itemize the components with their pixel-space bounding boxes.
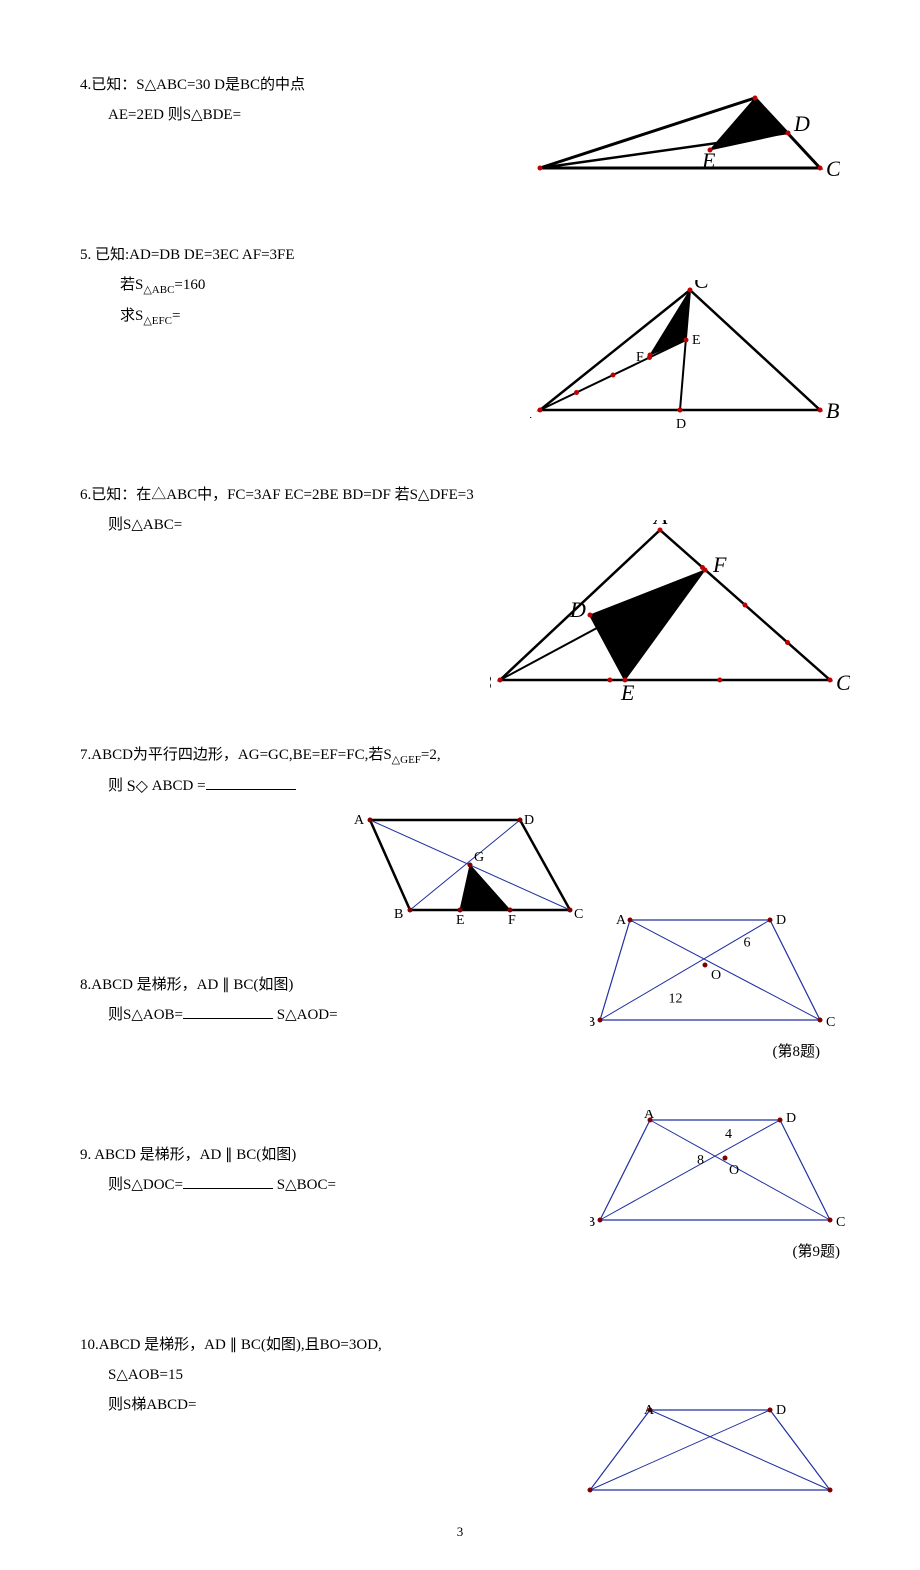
parallelogram-icon: S◇	[127, 771, 148, 803]
page-number: 3	[457, 1524, 464, 1540]
p7-l1c: =2,	[421, 747, 441, 763]
p5-l1: 已知:AD=DB DE=3EC AF=3FE	[95, 247, 295, 263]
svg-text:A: A	[616, 913, 627, 928]
p5-l2a: 若S	[120, 277, 143, 293]
figure-8: A D B C O 6 12	[590, 910, 850, 1040]
blank-7	[206, 774, 296, 790]
svg-text:8: 8	[697, 1153, 704, 1168]
p9-l1: ABCD 是梯形，AD ∥ BC(如图)	[94, 1147, 296, 1163]
blank-9a	[183, 1173, 273, 1189]
p5-l3c: =	[172, 308, 180, 324]
figure-5: A B C D E F	[530, 280, 840, 430]
svg-text:A: A	[530, 398, 532, 423]
p4-l2: AE=2ED 则S△BDE=	[80, 107, 241, 123]
svg-text:A: A	[644, 1403, 655, 1418]
problem-10: 10.ABCD 是梯形，AD ∥ BC(如图),且BO=3OD, S△AOB=1…	[80, 1330, 860, 1490]
caption-8: (第8题)	[773, 1040, 821, 1061]
svg-text:O: O	[729, 1163, 739, 1178]
p5-l2b: △ABC	[143, 284, 174, 296]
svg-text:B: B	[826, 398, 839, 423]
p7-l2c: ABCD =	[148, 778, 206, 794]
figure-9: A D B C O 4 8	[590, 1110, 850, 1240]
svg-text:C: C	[694, 280, 709, 293]
p6-num: 6.	[80, 487, 91, 503]
svg-text:D: D	[676, 417, 686, 430]
svg-text:O: O	[711, 968, 721, 983]
caption-9: (第9题)	[793, 1240, 841, 1261]
problem-5: 5. 已知:AD=DB DE=3EC AF=3FE 若S△ABC=160 求S△…	[80, 240, 860, 440]
svg-text:D: D	[776, 1403, 786, 1418]
problem-9: 9. ABCD 是梯形，AD ∥ BC(如图) 则S△DOC= S△BOC= A…	[80, 1140, 860, 1290]
p9-l2b: S△BOC=	[273, 1177, 336, 1193]
p9-num: 9.	[80, 1147, 91, 1163]
p8-num: 8.	[80, 977, 91, 993]
svg-text:F: F	[712, 552, 727, 577]
problem-7-text: 7.ABCD为平行四边形，AG=GC,BE=EF=FC,若S△GEF=2, 则 …	[80, 740, 860, 803]
svg-text:D: D	[524, 813, 534, 828]
figure-7: A D B C G E F	[340, 810, 600, 930]
svg-text:B: B	[590, 1215, 595, 1230]
p5-num: 5.	[80, 247, 91, 263]
problem-4: 4.已知：S△ABC=30 D是BC的中点 AE=2ED 则S△BDE= ACD…	[80, 70, 860, 200]
svg-text:12: 12	[669, 992, 683, 1007]
p8-l1: ABCD 是梯形，AD ∥ BC(如图)	[91, 977, 293, 993]
blank-8a	[183, 1003, 273, 1019]
p6-l2: 则S△ABC=	[80, 517, 182, 533]
p5-l2c: =160	[174, 277, 205, 293]
svg-text:A: A	[652, 520, 668, 529]
figure-10: AD	[580, 1400, 850, 1505]
p10-num: 10.	[80, 1337, 99, 1353]
p7-num: 7.	[80, 747, 91, 763]
svg-text:E: E	[701, 148, 716, 173]
svg-text:E: E	[456, 913, 465, 928]
p7-l1b: △GEF	[392, 754, 421, 766]
svg-text:C: C	[836, 670, 850, 695]
svg-text:A: A	[644, 1110, 655, 1122]
svg-text:6: 6	[744, 936, 751, 951]
p4-l1: 已知：S△ABC=30 D是BC的中点	[91, 77, 305, 93]
p10-l3: 则S梯ABCD=	[80, 1397, 196, 1413]
svg-text:D: D	[569, 597, 586, 622]
svg-text:C: C	[574, 907, 583, 922]
svg-text:D: D	[786, 1111, 796, 1126]
svg-text:G: G	[474, 850, 484, 865]
svg-text:B: B	[394, 907, 403, 922]
p5-l3b: △EFC	[143, 315, 172, 327]
p7-l1a: ABCD为平行四边形，AG=GC,BE=EF=FC,若S	[91, 747, 391, 763]
svg-text:A: A	[354, 813, 365, 828]
svg-text:D: D	[776, 913, 786, 928]
p7-l2a: 则	[108, 778, 127, 794]
p5-l3a: 求S	[120, 308, 143, 324]
svg-text:4: 4	[725, 1127, 732, 1142]
svg-text:E: E	[692, 333, 701, 348]
problem-7: 7.ABCD为平行四边形，AG=GC,BE=EF=FC,若S△GEF=2, 则 …	[80, 740, 860, 930]
svg-text:E: E	[620, 680, 635, 705]
figure-4: ACDE	[530, 80, 840, 200]
svg-text:F: F	[636, 350, 644, 365]
svg-text:C: C	[826, 156, 840, 181]
p10-l2: S△AOB=15	[80, 1367, 183, 1383]
figure-6: A B C F E D	[490, 520, 850, 705]
p8-l2a: 则S△AOB=	[108, 1007, 183, 1023]
p4-num: 4.	[80, 77, 91, 93]
problem-6: 6.已知：在△ABC中，FC=3AF EC=2BE BD=DF 若S△DFE=3…	[80, 480, 860, 700]
svg-text:F: F	[508, 913, 516, 928]
p8-l2b: S△AOD=	[273, 1007, 338, 1023]
p9-l2a: 则S△DOC=	[108, 1177, 183, 1193]
svg-text:C: C	[836, 1215, 845, 1230]
problem-8: 8.ABCD 是梯形，AD ∥ BC(如图) 则S△AOB= S△AOD= AD…	[80, 970, 860, 1100]
svg-text:D: D	[793, 111, 810, 136]
p6-l1: 已知：在△ABC中，FC=3AF EC=2BE BD=DF 若S△DFE=3	[91, 487, 474, 503]
svg-text:B: B	[490, 670, 491, 695]
svg-text:B: B	[590, 1015, 595, 1030]
svg-text:C: C	[826, 1015, 835, 1030]
p10-l1: ABCD 是梯形，AD ∥ BC(如图),且BO=3OD,	[99, 1337, 382, 1353]
